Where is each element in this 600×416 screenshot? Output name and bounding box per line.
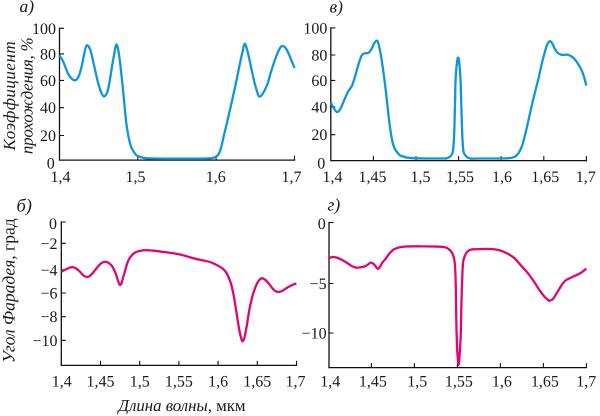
svg-text:1,7: 1,7 bbox=[286, 374, 306, 391]
svg-text:1,7: 1,7 bbox=[576, 374, 596, 391]
svg-text:20: 20 bbox=[311, 127, 327, 144]
svg-text:40: 40 bbox=[311, 99, 327, 116]
svg-text:−4: −4 bbox=[40, 262, 57, 279]
svg-text:40: 40 bbox=[40, 100, 56, 117]
svg-text:0: 0 bbox=[318, 216, 326, 233]
svg-text:0: 0 bbox=[47, 155, 55, 172]
svg-text:1,4: 1,4 bbox=[320, 374, 340, 391]
svg-text:1,55: 1,55 bbox=[445, 374, 473, 391]
svg-text:1,5: 1,5 bbox=[407, 374, 427, 391]
svg-text:100: 100 bbox=[32, 21, 56, 38]
svg-text:60: 60 bbox=[40, 73, 56, 90]
svg-text:б): б) bbox=[17, 197, 32, 217]
svg-text:1,6: 1,6 bbox=[492, 169, 512, 186]
svg-text:Длина волны, мкм: Длина волны, мкм bbox=[116, 396, 246, 415]
svg-text:1,7: 1,7 bbox=[576, 169, 596, 186]
svg-text:1,4: 1,4 bbox=[52, 374, 72, 391]
svg-text:1,5: 1,5 bbox=[126, 169, 146, 186]
svg-text:в): в) bbox=[330, 0, 344, 17]
svg-text:1,55: 1,55 bbox=[446, 169, 474, 186]
svg-text:1,5: 1,5 bbox=[411, 169, 431, 186]
svg-text:1,7: 1,7 bbox=[282, 169, 302, 186]
svg-text:0: 0 bbox=[49, 216, 57, 233]
svg-text:−5: −5 bbox=[310, 276, 327, 293]
svg-text:прохождения, %: прохождения, % bbox=[18, 37, 37, 154]
svg-text:−2: −2 bbox=[40, 236, 57, 253]
svg-text:1,4: 1,4 bbox=[323, 169, 343, 186]
svg-text:Коэффициент: Коэффициент bbox=[0, 41, 19, 152]
svg-text:100: 100 bbox=[303, 20, 327, 37]
svg-text:1,55: 1,55 bbox=[165, 374, 193, 391]
svg-text:1,6: 1,6 bbox=[208, 374, 228, 391]
svg-text:1,65: 1,65 bbox=[531, 374, 559, 391]
svg-text:1,4: 1,4 bbox=[51, 169, 71, 186]
svg-text:0: 0 bbox=[317, 156, 325, 173]
svg-text:1,65: 1,65 bbox=[243, 374, 271, 391]
svg-text:1,5: 1,5 bbox=[130, 374, 150, 391]
svg-text:−8: −8 bbox=[40, 309, 57, 326]
svg-text:1,45: 1,45 bbox=[87, 374, 115, 391]
svg-text:г): г) bbox=[328, 195, 341, 215]
svg-text:1,6: 1,6 bbox=[206, 169, 226, 186]
svg-text:1,65: 1,65 bbox=[531, 169, 559, 186]
svg-text:60: 60 bbox=[311, 73, 327, 90]
svg-text:а): а) bbox=[20, 0, 35, 16]
svg-text:1,6: 1,6 bbox=[492, 374, 512, 391]
svg-text:−10: −10 bbox=[32, 333, 57, 350]
svg-text:80: 80 bbox=[311, 48, 327, 65]
svg-text:20: 20 bbox=[40, 128, 56, 145]
svg-text:1,45: 1,45 bbox=[359, 169, 387, 186]
svg-text:−6: −6 bbox=[40, 286, 57, 303]
svg-text:Угол Фарадея, град: Угол Фарадея, град bbox=[0, 218, 19, 363]
svg-text:80: 80 bbox=[40, 46, 56, 63]
svg-text:1,45: 1,45 bbox=[359, 374, 387, 391]
svg-text:−10: −10 bbox=[302, 326, 327, 343]
